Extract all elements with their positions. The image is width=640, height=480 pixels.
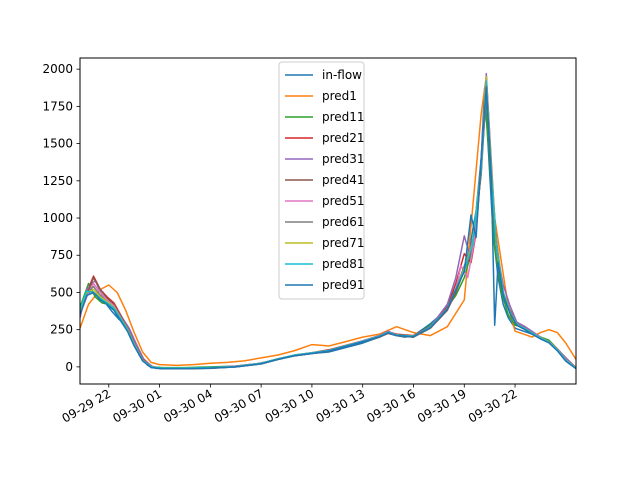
y-tick-label: 500 [50, 285, 73, 299]
legend-label: in-flow [322, 68, 362, 82]
legend-label: pred81 [322, 257, 365, 271]
series-line-pred1 [80, 75, 576, 367]
legend-label: pred61 [322, 215, 365, 229]
y-axis: 0 250 500 750 1000 1250 1500 1750 2000 [42, 62, 80, 374]
series-layer [80, 72, 576, 370]
y-tick-label: 1750 [42, 99, 73, 113]
legend-label: pred1 [322, 89, 357, 103]
legend-label: pred21 [322, 131, 365, 145]
legend: in-flow pred1 pred11 pred21 pred31 pred41 pred… [278, 61, 365, 300]
legend-label: pred51 [322, 194, 365, 208]
legend-box [278, 61, 365, 300]
series-line-pred91 [80, 86, 576, 370]
legend-label: pred11 [322, 110, 365, 124]
y-tick-label: 1000 [42, 211, 73, 225]
y-tick-label: 250 [50, 323, 73, 337]
y-tick-label: 0 [65, 360, 73, 374]
legend-label: pred91 [322, 278, 365, 292]
y-tick-label: 750 [50, 248, 73, 262]
legend-label: pred41 [322, 173, 365, 187]
y-tick-label: 2000 [42, 62, 73, 76]
y-tick-label: 1500 [42, 137, 73, 151]
legend-label: pred71 [322, 236, 365, 250]
y-tick-label: 1250 [42, 174, 73, 188]
legend-label: pred31 [322, 152, 365, 166]
plot-area-frame [79, 57, 577, 385]
